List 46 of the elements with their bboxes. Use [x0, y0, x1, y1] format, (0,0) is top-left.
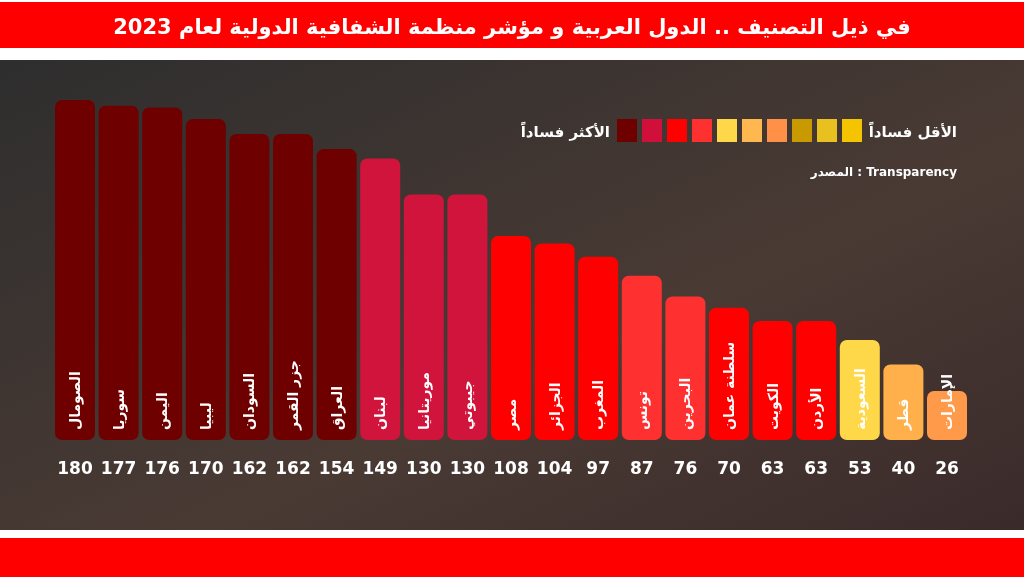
- x-tick-label: الأردن: [808, 387, 825, 430]
- x-tick-label: البحرين: [677, 377, 695, 430]
- data-label: 170: [188, 458, 224, 478]
- data-label: 76: [673, 458, 698, 478]
- data-label: 104: [536, 458, 573, 478]
- x-tick-label: مصر: [503, 398, 520, 431]
- data-label: 130: [449, 458, 486, 478]
- data-label: 176: [144, 458, 180, 478]
- data-label: 180: [57, 458, 93, 478]
- x-tick-label: الإمارات: [939, 373, 956, 430]
- x-tick-label: المغرب: [590, 379, 608, 430]
- x-tick-label: اليمن: [154, 392, 172, 430]
- data-label: 53: [847, 458, 872, 478]
- data-label: 40: [891, 458, 916, 478]
- x-tick-label: موريتانيا: [415, 372, 433, 430]
- x-tick-label: الصومال: [67, 371, 84, 430]
- annotation: الأقل فساداً: [868, 120, 957, 141]
- data-label: 149: [362, 458, 398, 478]
- data-label: 177: [100, 458, 137, 478]
- annotation: الأكثر فساداً: [520, 120, 610, 141]
- data-label: 162: [231, 458, 268, 478]
- x-tick-label: الجزائر: [546, 382, 564, 431]
- x-tick-label: السودان: [241, 372, 259, 430]
- x-tick-label: سلطنة عمان: [721, 341, 737, 430]
- x-tick-label: قطر: [895, 398, 913, 431]
- annotation: المصدر : Transparency: [809, 165, 958, 179]
- data-label: 70: [717, 458, 741, 478]
- data-label: 26: [935, 458, 959, 478]
- x-tick-label: لبنان: [372, 396, 389, 430]
- chart-title: في ذيل التصنيف .. الدول العربية و مؤشر منظمة الشفافية الدولية لعام 2023: [113, 15, 911, 39]
- data-label: 154: [318, 458, 355, 478]
- data-label: 130: [406, 458, 442, 478]
- data-label: 97: [586, 458, 611, 478]
- x-tick-label: العراق: [328, 386, 346, 430]
- x-tick-label: السعودية: [851, 368, 869, 430]
- x-tick-label: ليبيا: [197, 402, 214, 430]
- x-tick-label: تونس: [633, 390, 651, 430]
- x-tick-label: جيبوتي: [459, 380, 477, 430]
- x-tick-label: جزر القمر: [285, 360, 302, 431]
- data-label: 63: [804, 458, 829, 478]
- data-label: 108: [493, 458, 529, 478]
- data-label: 87: [629, 458, 654, 478]
- data-label: 162: [275, 458, 311, 478]
- data-label: 63: [760, 458, 785, 478]
- x-tick-label: الكويت: [764, 382, 782, 430]
- x-tick-label: سوريا: [110, 388, 128, 430]
